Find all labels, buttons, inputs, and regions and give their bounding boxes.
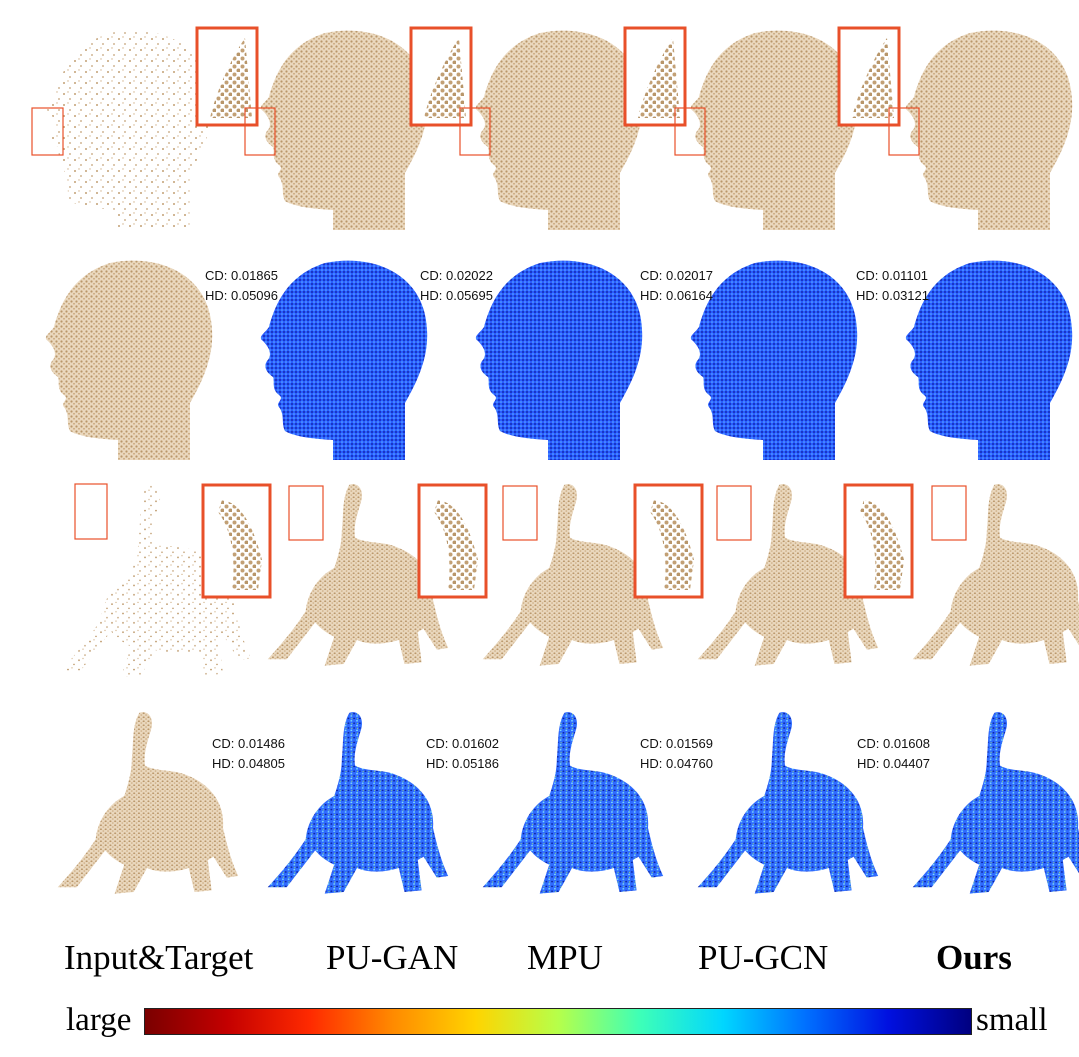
zoom-inset-ours bbox=[843, 483, 967, 599]
head-mpu bbox=[475, 30, 643, 231]
hd-value: HD: 0.06164 bbox=[640, 288, 713, 303]
column-label-pugcn: PU-GCN bbox=[698, 938, 829, 977]
hd-value: HD: 0.04760 bbox=[640, 756, 713, 771]
error-colorbar bbox=[144, 1008, 972, 1035]
head-error-mpu bbox=[475, 260, 643, 460]
column-label-pugan: PU-GAN bbox=[326, 938, 459, 977]
elephant-metrics-mpu: CD: 0.01602 HD: 0.05186 bbox=[426, 734, 499, 774]
cd-value: CD: 0.01101 bbox=[856, 268, 929, 283]
colorbar-label-small: small bbox=[976, 1002, 1048, 1038]
cd-value: CD: 0.01608 bbox=[857, 736, 930, 751]
elephant-error-pugan bbox=[267, 712, 449, 894]
head-error-ours bbox=[905, 260, 1073, 460]
hd-value: HD: 0.05186 bbox=[426, 756, 499, 771]
hd-value: HD: 0.05695 bbox=[420, 288, 493, 303]
cd-value: CD: 0.01569 bbox=[640, 736, 713, 751]
head-pugan bbox=[260, 30, 428, 231]
zoom-inset-pugcn bbox=[623, 26, 706, 156]
head-metrics-pugan: CD: 0.01865 HD: 0.05096 bbox=[205, 266, 278, 306]
cd-value: CD: 0.02017 bbox=[640, 268, 713, 283]
head-pugcn bbox=[690, 30, 858, 231]
hd-value: HD: 0.05096 bbox=[205, 288, 278, 303]
head-error-pugcn bbox=[690, 260, 858, 460]
zoom-inset-pugan bbox=[195, 26, 276, 156]
zoom-inset-pugan bbox=[201, 483, 324, 599]
cd-value: CD: 0.02022 bbox=[420, 268, 493, 283]
head-metrics-ours: CD: 0.01101 HD: 0.03121 bbox=[856, 266, 929, 306]
input-highlight-box bbox=[74, 483, 108, 540]
column-label-ours: Ours bbox=[936, 938, 1012, 977]
input-highlight-box bbox=[31, 107, 64, 156]
elephant-metrics-pugcn: CD: 0.01569 HD: 0.04760 bbox=[640, 734, 713, 774]
hd-value: HD: 0.04407 bbox=[857, 756, 930, 771]
hd-value: HD: 0.04805 bbox=[212, 756, 285, 771]
cd-value: CD: 0.01486 bbox=[212, 736, 285, 751]
head-metrics-pugcn: CD: 0.02017 HD: 0.06164 bbox=[640, 266, 713, 306]
column-label-input-target: Input&Target bbox=[64, 938, 254, 977]
zoom-inset-ours bbox=[837, 26, 920, 156]
elephant-error-pugcn bbox=[697, 712, 879, 894]
head-error-pugan bbox=[260, 260, 428, 460]
head-input-sparse bbox=[45, 30, 213, 231]
row-elephant-upsampled bbox=[61, 483, 1079, 678]
zoom-inset-mpu bbox=[417, 483, 538, 599]
row-head-upsampled bbox=[31, 26, 1073, 231]
cd-value: CD: 0.01865 bbox=[205, 268, 278, 283]
hd-value: HD: 0.03121 bbox=[856, 288, 929, 303]
elephant-metrics-ours: CD: 0.01608 HD: 0.04407 bbox=[857, 734, 930, 774]
head-ours bbox=[905, 30, 1073, 231]
elephant-error-mpu bbox=[482, 712, 664, 894]
zoom-inset-pugcn bbox=[633, 483, 752, 599]
elephant-metrics-pugan: CD: 0.01486 HD: 0.04805 bbox=[212, 734, 285, 774]
elephant-error-ours bbox=[912, 712, 1079, 894]
colorbar-label-large: large bbox=[66, 1002, 132, 1038]
head-metrics-mpu: CD: 0.02022 HD: 0.05695 bbox=[420, 266, 493, 306]
column-label-mpu: MPU bbox=[527, 938, 603, 977]
zoom-inset-mpu bbox=[409, 26, 491, 156]
cd-value: CD: 0.01602 bbox=[426, 736, 499, 751]
elephant-ours bbox=[912, 484, 1079, 666]
head-target bbox=[45, 260, 213, 460]
